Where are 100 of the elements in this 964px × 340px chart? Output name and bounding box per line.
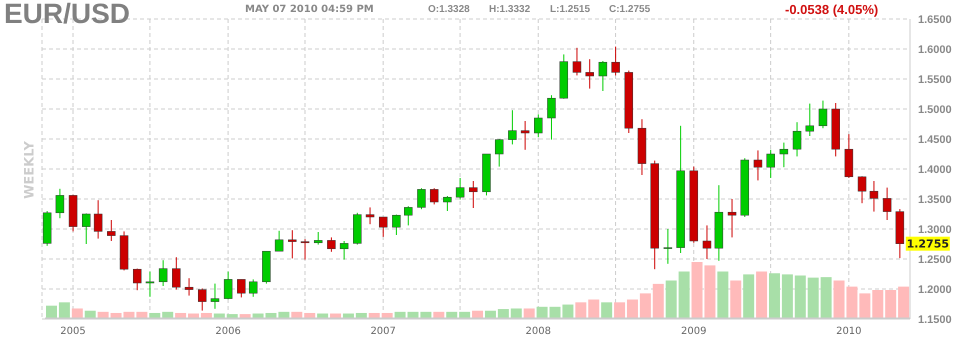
bar (704, 265, 716, 318)
candlestick (430, 188, 438, 205)
bar (782, 274, 793, 318)
annotation: 1.2755 (906, 238, 950, 251)
candlestick (417, 188, 426, 210)
bar (626, 300, 638, 318)
candlestick (158, 260, 168, 286)
bar (84, 310, 96, 318)
candlestick (94, 200, 102, 240)
candlestick (340, 240, 348, 260)
candlestick (378, 216, 388, 238)
bar (601, 302, 612, 318)
candlestick (224, 271, 232, 300)
candlestick (766, 149, 775, 178)
bar (46, 306, 57, 318)
candlestick (366, 206, 374, 225)
candlestick (508, 110, 517, 145)
candlestick (248, 278, 258, 298)
candlestick (469, 180, 478, 208)
x-tick-label: 2007 (370, 326, 396, 338)
text: O:1.3328 (428, 4, 470, 15)
bar (666, 280, 677, 318)
candlestick (611, 46, 620, 76)
candlestick (443, 196, 452, 212)
candlestick (520, 120, 530, 150)
candlestick (300, 238, 310, 260)
bar (510, 308, 522, 318)
candlestick (184, 278, 194, 296)
text: -0.0538 (4.05%) (785, 2, 878, 17)
candlestick (327, 236, 336, 252)
candlestick (198, 288, 206, 312)
candlestick (882, 187, 892, 220)
y-tick-label: 1.5000 (918, 104, 952, 116)
bar (756, 272, 768, 318)
candlestick (56, 188, 64, 219)
y-tick-label: 1.3500 (918, 194, 952, 206)
y-tick-label: 1.6500 (918, 14, 952, 26)
bar (846, 286, 858, 318)
candlestick (404, 206, 413, 226)
candlestick (146, 271, 154, 298)
x-tick-label: 2006 (215, 326, 241, 338)
candlestick (664, 228, 672, 264)
bar (692, 262, 703, 318)
candlestick (456, 178, 464, 200)
candlestick (547, 94, 556, 140)
candlestick (585, 58, 594, 90)
y-tick-label: 1.1500 (918, 314, 952, 326)
candlestick (172, 256, 181, 290)
bar (498, 309, 509, 318)
candlestick (598, 60, 608, 92)
bar (640, 293, 651, 318)
bar (768, 273, 780, 318)
candlestick (132, 268, 142, 291)
text: C:1.2755 (609, 4, 650, 15)
x-tick-label: 2008 (526, 326, 551, 338)
bar (614, 302, 626, 318)
y-tick-label: 1.5500 (918, 74, 952, 86)
bar (562, 304, 574, 318)
candlestick (288, 230, 297, 259)
candlestick (392, 214, 401, 236)
bar (717, 272, 728, 318)
candlestick (780, 142, 788, 168)
candlestick (534, 114, 543, 138)
y-tick-label: 1.2500 (918, 254, 952, 266)
y-tick-label: 1.4000 (918, 164, 952, 176)
candlestick (728, 198, 736, 238)
chart-title: EUR/USD (4, 0, 130, 30)
candlestick (210, 283, 220, 310)
text: L:1.2515 (550, 4, 590, 15)
candlestick (818, 100, 828, 129)
bar (743, 274, 754, 318)
bar (524, 308, 535, 318)
bar (678, 272, 690, 318)
bar (820, 277, 832, 318)
bar (58, 302, 70, 318)
y-tick-label: 1.3000 (918, 224, 952, 236)
candlestick (858, 176, 866, 204)
bar (72, 308, 83, 318)
candlestick (314, 232, 322, 246)
y-tick-label: 1.4500 (918, 134, 952, 146)
y-tick-label: 1.6000 (918, 44, 952, 56)
bar (730, 280, 742, 318)
bar (484, 310, 496, 318)
candlestick (806, 103, 814, 136)
bar (898, 286, 910, 318)
bar (536, 306, 548, 318)
candlestick (274, 230, 284, 252)
bar (834, 280, 845, 318)
candlestick (572, 47, 582, 76)
candlestick (494, 138, 504, 168)
candlestick (792, 122, 802, 157)
chart-subtitle: MAY 07 2010 04:59 PM (245, 4, 374, 15)
bar (472, 310, 484, 318)
candlestick (237, 278, 246, 298)
candlestick (870, 180, 878, 212)
bar (240, 314, 251, 318)
candlestick (82, 212, 90, 244)
bar (652, 284, 664, 318)
y-tick-label: 1.2000 (918, 284, 952, 296)
candlestick (107, 220, 116, 242)
